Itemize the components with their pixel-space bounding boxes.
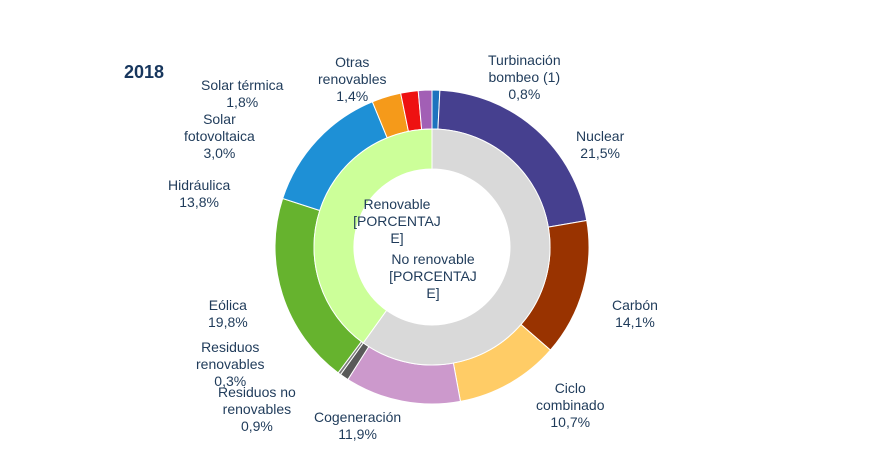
label-ciclo-combinado: Ciclo combinado 10,7% <box>536 380 605 430</box>
label-cogeneracion: Cogeneración 11,9% <box>314 409 402 442</box>
label-no-renovable: No renovable [PORCENTAJ E] <box>389 251 477 301</box>
label-residuos-no-renovables: Residuos no renovables 0,9% <box>218 384 296 434</box>
label-residuos-renovables: Residuos renovables 0,3% <box>196 339 265 389</box>
label-solar-termica: Solar térmica 1,8% <box>201 77 284 110</box>
inner-slice-renovable <box>313 128 433 344</box>
label-renovable: Renovable [PORCENTAJ E] <box>353 196 441 246</box>
inner-ring <box>313 128 551 366</box>
label-solar-fotovoltaica: Solar fotovoltaica 3,0% <box>184 111 255 161</box>
label-turbinacion: Turbinación bombeo (1) 0,8% <box>488 52 561 102</box>
label-carbon: Carbón 14,1% <box>612 297 658 330</box>
chart-title: 2018 <box>124 62 165 82</box>
inner-slice-no-renovable <box>362 128 551 366</box>
outer-ring <box>274 89 590 405</box>
label-hidraulica: Hidráulica 13,8% <box>168 177 231 210</box>
label-eolica: Eólica 19,8% <box>208 297 248 330</box>
label-nuclear: Nuclear 21,5% <box>576 128 625 161</box>
label-otras-renovables: Otras renovables 1,4% <box>318 54 387 104</box>
